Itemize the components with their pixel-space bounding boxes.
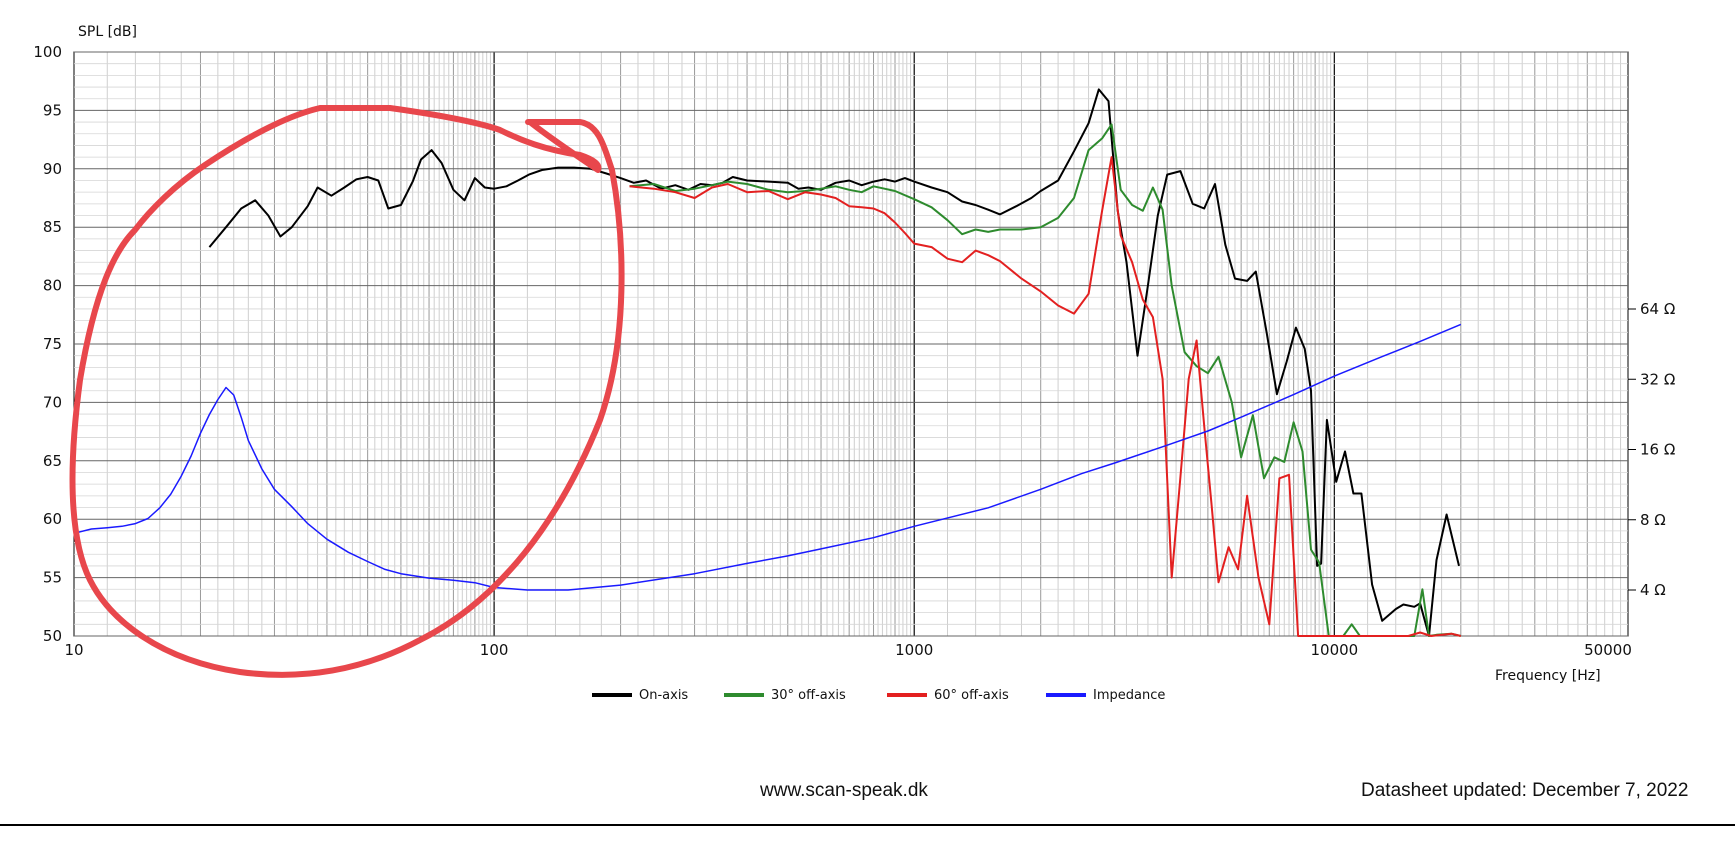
- y-axis-tick-labels: 100 95 90 85 80 75 70 65 60 55 50: [33, 43, 62, 645]
- x-tick-label: 10000: [1310, 641, 1358, 659]
- series-line-30-off-axis: [629, 123, 1462, 637]
- footer-update-date: Datasheet updated: December 7, 2022: [1361, 780, 1689, 801]
- series-layer: [73, 88, 1462, 637]
- x-axis-label: Frequency [Hz]: [1495, 668, 1601, 684]
- x-tick-label: 1000: [895, 641, 933, 659]
- impedance-tick-label: 32 Ω: [1640, 370, 1675, 388]
- y-tick-label: 75: [43, 335, 62, 353]
- legend-label-impedance: Impedance: [1093, 688, 1165, 703]
- footer-divider: [0, 824, 1735, 826]
- grid: [73, 51, 1629, 637]
- y-tick-label: 70: [43, 393, 62, 411]
- series-line-impedance: [73, 323, 1462, 591]
- impedance-tick-label: 16 Ω: [1640, 441, 1675, 459]
- x-axis-tick-labels: 10 100 1000 10000 50000: [64, 641, 1631, 659]
- series-line-60-off-axis: [629, 156, 1462, 637]
- legend-label-30-off-axis: 30° off-axis: [771, 688, 846, 703]
- x-tick-label: 50000: [1584, 641, 1632, 659]
- series-line-on-axis: [208, 88, 1460, 637]
- footer-website: www.scan-speak.dk: [760, 780, 928, 801]
- impedance-axis-tick-labels: 64 Ω 32 Ω 16 Ω 8 Ω 4 Ω: [1628, 300, 1675, 599]
- hand-drawn-red-annotation: [69, 105, 625, 678]
- impedance-tick-label: 8 Ω: [1640, 511, 1666, 529]
- impedance-tick-label: 64 Ω: [1640, 300, 1675, 318]
- legend-label-60-off-axis: 60° off-axis: [934, 688, 1009, 703]
- y-tick-label: 100: [33, 43, 62, 61]
- y-tick-label: 50: [43, 627, 62, 645]
- y-tick-label: 65: [43, 452, 62, 470]
- y-tick-label: 90: [43, 160, 62, 178]
- y-tick-label: 80: [43, 277, 62, 295]
- y-axis-label: SPL [dB]: [78, 24, 137, 40]
- legend-label-on-axis: On-axis: [639, 688, 688, 703]
- y-tick-label: 60: [43, 510, 62, 528]
- x-tick-label: 10: [64, 641, 83, 659]
- y-tick-label: 85: [43, 218, 62, 236]
- y-tick-label: 95: [43, 101, 62, 119]
- legend: On-axis 30° off-axis 60° off-axis Impedance: [592, 688, 1165, 703]
- impedance-tick-label: 4 Ω: [1640, 581, 1666, 599]
- y-tick-label: 55: [43, 569, 62, 587]
- x-tick-label: 100: [480, 641, 509, 659]
